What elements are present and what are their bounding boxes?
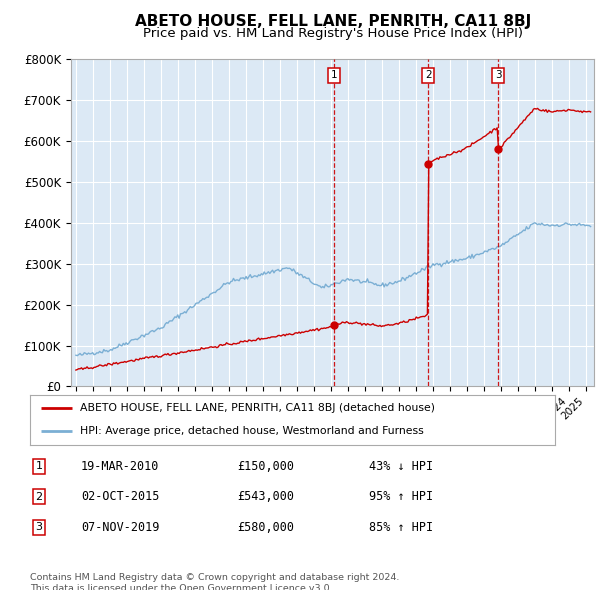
Text: 02-OCT-2015: 02-OCT-2015 <box>81 490 160 503</box>
Text: £543,000: £543,000 <box>237 490 294 503</box>
Text: 95% ↑ HPI: 95% ↑ HPI <box>369 490 433 503</box>
Text: 1: 1 <box>331 70 338 80</box>
Text: 2: 2 <box>35 492 43 502</box>
Text: 3: 3 <box>495 70 502 80</box>
Text: 85% ↑ HPI: 85% ↑ HPI <box>369 521 433 534</box>
Text: HPI: Average price, detached house, Westmorland and Furness: HPI: Average price, detached house, West… <box>80 427 424 437</box>
Text: 3: 3 <box>35 523 43 532</box>
Text: 1: 1 <box>35 461 43 471</box>
Text: 2: 2 <box>425 70 431 80</box>
Text: Contains HM Land Registry data © Crown copyright and database right 2024.
This d: Contains HM Land Registry data © Crown c… <box>30 573 400 590</box>
Text: ABETO HOUSE, FELL LANE, PENRITH, CA11 8BJ (detached house): ABETO HOUSE, FELL LANE, PENRITH, CA11 8B… <box>80 403 435 413</box>
Text: 19-MAR-2010: 19-MAR-2010 <box>81 460 160 473</box>
Text: ABETO HOUSE, FELL LANE, PENRITH, CA11 8BJ: ABETO HOUSE, FELL LANE, PENRITH, CA11 8B… <box>135 14 531 30</box>
Text: Price paid vs. HM Land Registry's House Price Index (HPI): Price paid vs. HM Land Registry's House … <box>143 27 523 40</box>
Text: 43% ↓ HPI: 43% ↓ HPI <box>369 460 433 473</box>
Text: £580,000: £580,000 <box>237 521 294 534</box>
Text: 07-NOV-2019: 07-NOV-2019 <box>81 521 160 534</box>
Text: £150,000: £150,000 <box>237 460 294 473</box>
